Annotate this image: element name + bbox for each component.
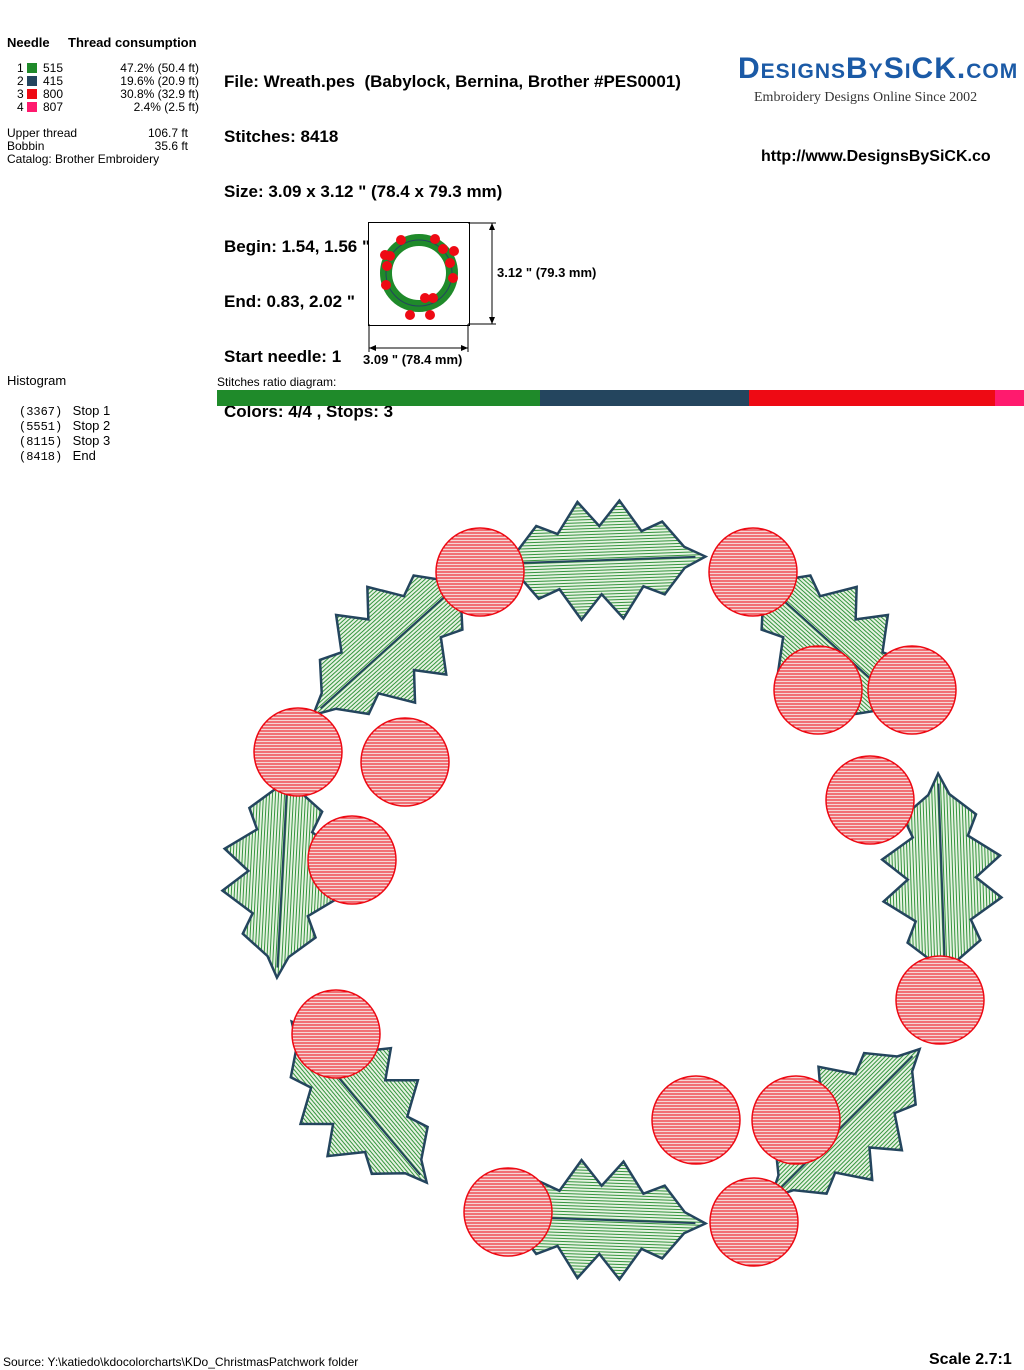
needle-number: 3 [17,87,24,101]
stop-label: Stop 3 [72,433,111,448]
brand-logo: DesignsBySiCK.com [738,52,1019,85]
upper-thread-value: 106.7 ft [147,126,188,140]
thread-row: 4 807 2.4% (2.5 ft) [7,101,207,114]
start-needle: Start needle: 1 [224,347,342,366]
histogram-stop: (8418) End [19,447,110,464]
thread-consumption-header: Thread consumption [68,35,197,50]
ratio-title: Stitches ratio diagram: [217,375,337,389]
berry [435,527,525,617]
thread-usage: 2.4% (2.5 ft) [133,100,199,114]
thread-code: 415 [43,74,64,88]
ratio-segment [995,390,1024,406]
stop-count: (5551) [19,420,63,434]
begin-position: Begin: 1.54, 1.56 " [224,237,371,256]
berry [825,755,915,845]
berry [253,707,343,797]
needle-number: 4 [17,100,24,114]
histogram-stop: (3367) Stop 1 [19,402,111,419]
berry [895,955,985,1045]
thread-row: 2 415 19.6% (20.9 ft) [7,75,207,88]
stitch-count: Stitches: 8418 [224,127,339,146]
berry [651,1075,741,1165]
needle-number: 2 [17,74,24,88]
height-label: 3.12 " (79.3 mm) [497,265,597,280]
catalog-label: Catalog: Brother Embroidery [7,152,160,166]
berry [751,1075,841,1165]
width-label: 3.09 " (78.4 mm) [363,352,463,367]
berry [360,717,450,807]
bobbin-label: Bobbin [7,139,45,153]
berry [307,815,397,905]
ratio-segment [540,390,749,406]
stop-count: (3367) [19,405,63,419]
histogram-list: (3367) Stop 1 (5551) Stop 2 (8115) Stop … [19,402,111,464]
berry [463,1167,553,1257]
wreath-design-preview [220,498,1004,1282]
file-info: File: Wreath.pes (Babylock, Bernina, Bro… [224,36,681,439]
histogram-title: Histogram [7,373,67,388]
source-path: Source: Y:\katiedo\kdocolorcharts\KDo_Ch… [3,1355,359,1369]
stop-count: (8115) [19,435,63,449]
height-dimension-line [468,222,496,325]
stop-label: Stop 1 [72,403,111,418]
width-dimension-line [368,324,469,352]
ratio-segment [749,390,995,406]
stop-label: End [72,448,96,463]
brand-url[interactable]: http://www.DesignsBySiCK.co [761,148,991,165]
berry [291,989,381,1079]
thread-row: 3 800 30.8% (32.9 ft) [7,88,207,101]
color-swatch [27,76,37,86]
bobbin-value: 35.6 ft [154,139,188,153]
holly-leaf [492,498,707,622]
color-swatch [27,89,37,99]
needle-header: Needle [7,35,50,50]
needle-number: 1 [17,61,24,75]
scale-label: Scale 2.7:1 [929,1351,1012,1368]
histogram-stop: (8115) Stop 3 [19,432,111,449]
brand-tagline: Embroidery Designs Online Since 2002 [754,90,978,105]
thread-code: 807 [43,100,64,114]
thread-code: 515 [43,61,64,75]
thread-usage: 19.6% (20.9 ft) [120,74,199,88]
berry [709,1177,799,1267]
ratio-segment [217,390,540,406]
upper-thread-label: Upper thread [7,126,78,140]
berry [708,527,798,617]
thread-row: 1 515 47.2% (50.4 ft) [7,62,207,75]
color-swatch [27,102,37,112]
histogram-stop: (5551) Stop 2 [19,417,111,434]
thread-code: 800 [43,87,64,101]
wreath-thumbnail-icon [380,234,459,320]
thread-usage: 47.2% (50.4 ft) [120,61,199,75]
thread-usage: 30.8% (32.9 ft) [120,87,199,101]
design-size: Size: 3.09 x 3.12 " (78.4 x 79.3 mm) [224,182,503,201]
design-thumbnail [368,222,470,326]
berry [773,645,863,735]
color-swatch [27,63,37,73]
stop-count: (8418) [19,450,63,464]
stop-label: Stop 2 [72,418,111,433]
end-position: End: 0.83, 2.02 " [224,292,355,311]
berry [867,645,957,735]
colors-stops: Colors: 4/4 , Stops: 3 [224,402,394,421]
file-name: File: Wreath.pes (Babylock, Bernina, Bro… [224,72,681,91]
